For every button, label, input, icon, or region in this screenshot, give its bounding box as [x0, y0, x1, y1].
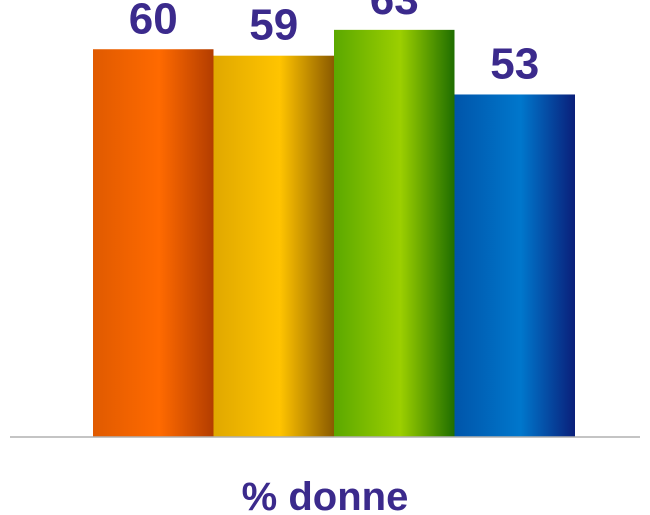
bar-value-label-1: 60	[129, 0, 178, 43]
bar-1	[93, 49, 214, 438]
bar-value-label-4: 53	[490, 39, 539, 88]
bar-4	[454, 94, 575, 438]
bars-group	[93, 29, 575, 438]
bar-value-label-2: 59	[249, 1, 298, 50]
bar-3	[334, 29, 455, 438]
x-axis-label: % donne	[242, 475, 409, 515]
bar-value-label-3: 63	[370, 0, 419, 24]
value-labels-group: 60 59 63 53	[129, 0, 539, 88]
bar-2	[213, 55, 334, 438]
